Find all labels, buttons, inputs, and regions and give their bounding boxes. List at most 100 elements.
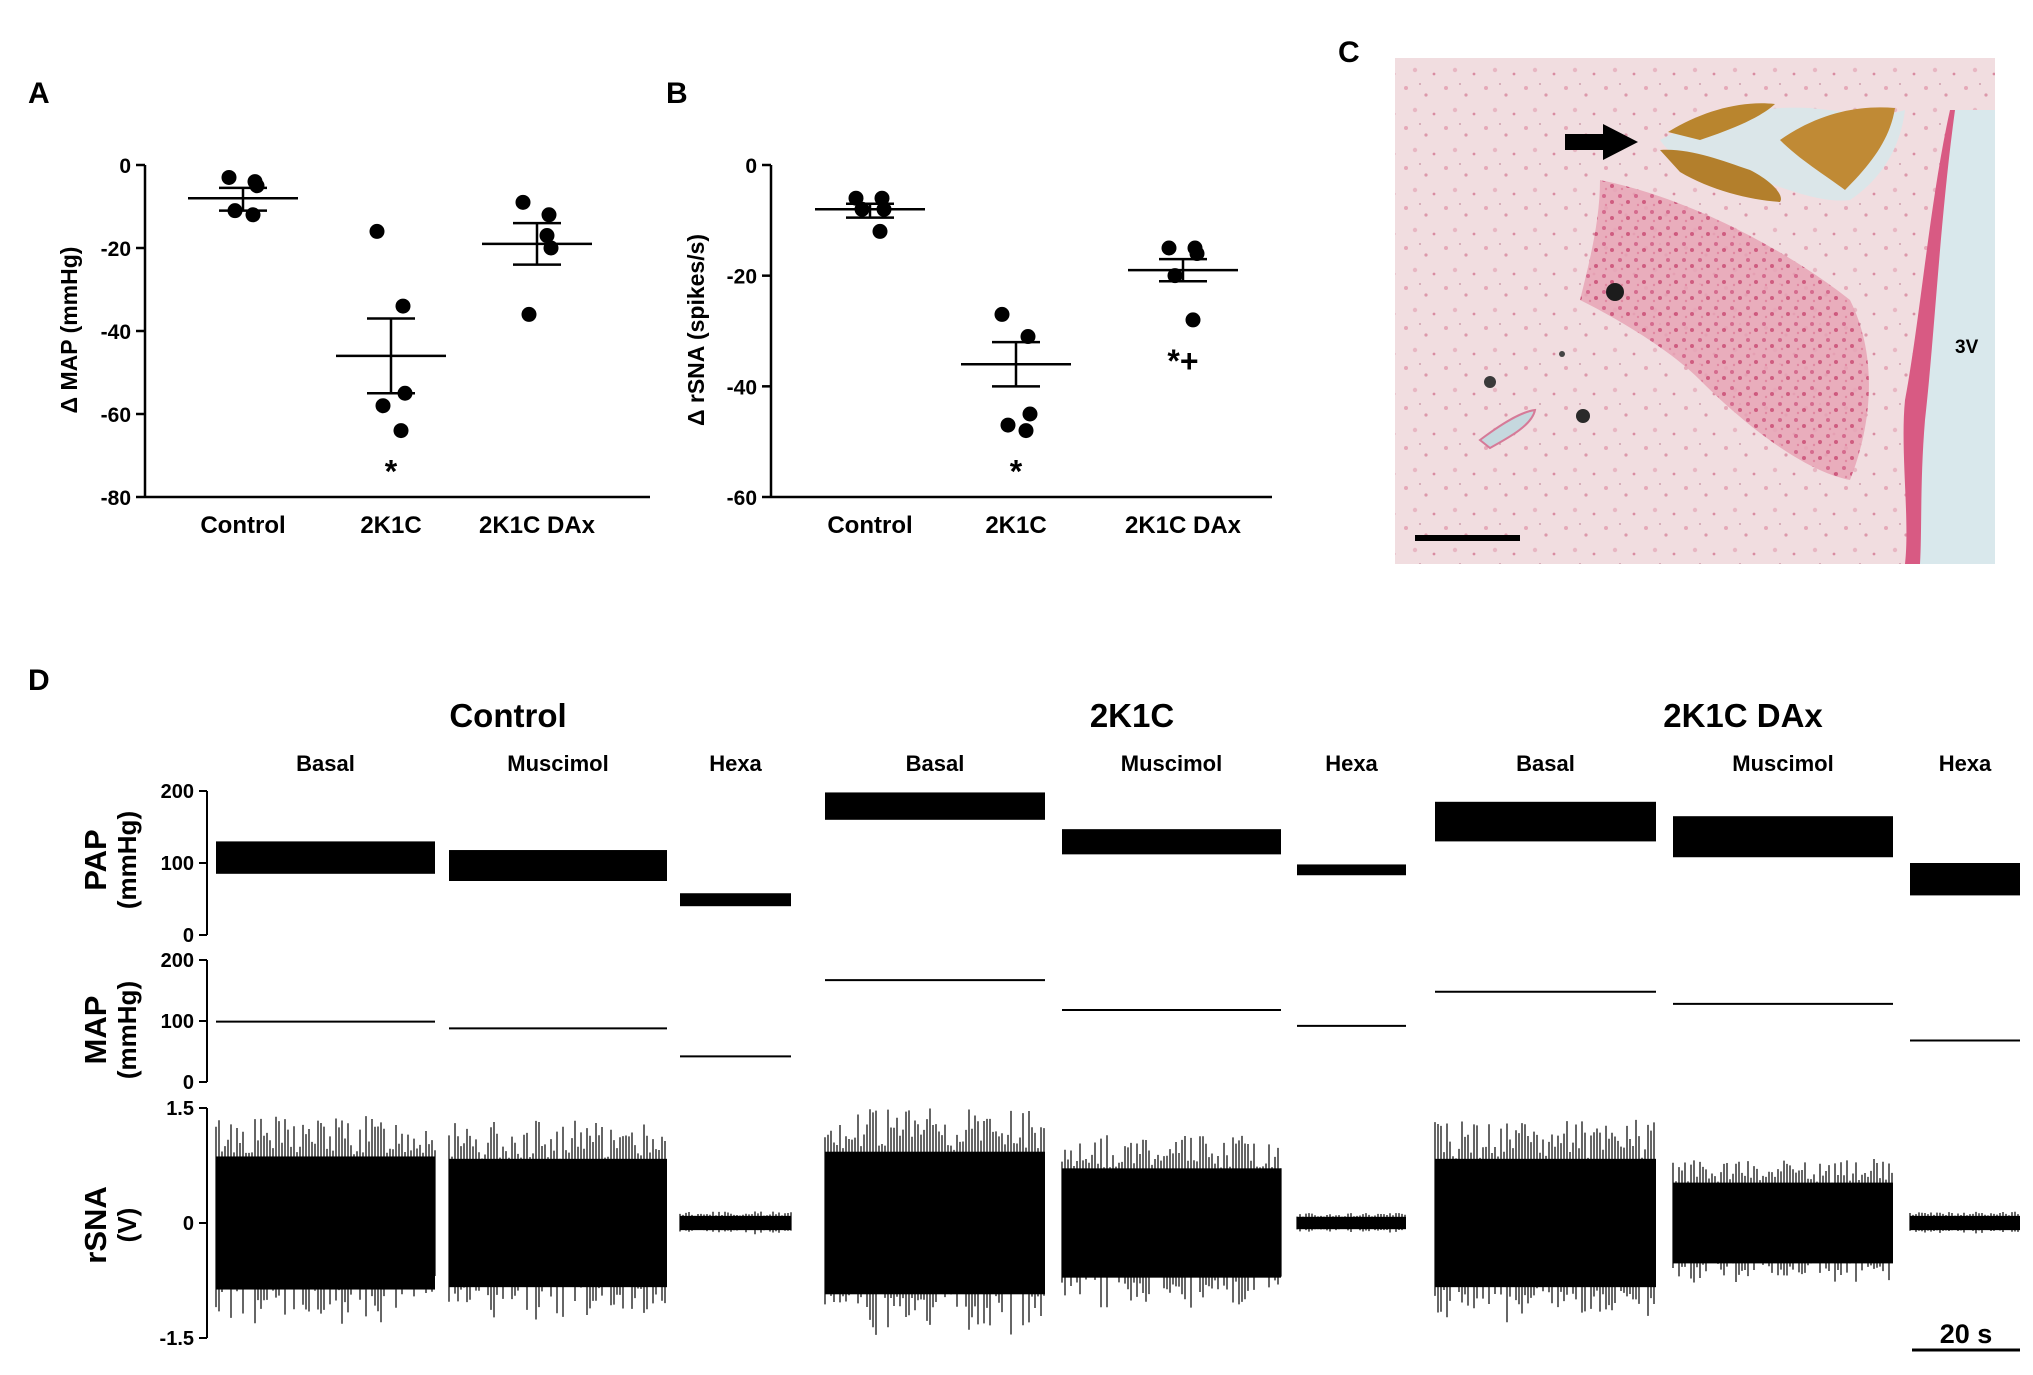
row-label: MAP — [78, 996, 113, 1065]
arrow-icon — [1565, 124, 1638, 160]
spike-bursts — [824, 1108, 1045, 1335]
nerve-activity-trace — [680, 1215, 791, 1231]
pressure-trace — [825, 792, 1045, 820]
pressure-trace — [1435, 801, 1656, 842]
x-category-label: 2K1C — [360, 512, 421, 539]
condition-label: Muscimol — [1121, 751, 1222, 776]
significance-marker: * — [1010, 454, 1023, 490]
condition-label: Basal — [1516, 751, 1575, 776]
pressure-trace — [1297, 864, 1406, 876]
pressure-trace — [449, 850, 667, 881]
group-title: 2K1C — [1090, 697, 1174, 734]
spike-bursts — [1672, 1158, 1893, 1283]
ventricle-wall-staining — [1903, 110, 1975, 564]
data-point — [1000, 417, 1016, 433]
y-tick-label: 100 — [161, 853, 194, 875]
row-label: PAP — [78, 829, 113, 890]
third-ventricle — [1920, 110, 1995, 564]
data-point — [1022, 406, 1038, 422]
row-unit: (mmHg) — [112, 981, 142, 1079]
panel-b-y-axis-label: Δ rSNA (spikes/s) — [683, 234, 709, 426]
y-tick-label: -20 — [727, 266, 757, 289]
pressure-trace — [680, 893, 791, 907]
spike-bursts — [679, 1211, 792, 1235]
y-tick-label: -60 — [727, 487, 757, 510]
pressure-trace — [1062, 829, 1281, 855]
group-title: 2K1C DAx — [1663, 697, 1823, 734]
pressure-trace — [216, 841, 435, 874]
panel-letter-d: D — [28, 664, 50, 697]
data-point — [541, 207, 557, 223]
data-point — [369, 223, 385, 239]
x-category-label: 2K1C DAx — [1125, 512, 1242, 539]
panel-d-recordings: Control 2K1C 2K1C DAx Basal Muscimol Hexa Basa… — [78, 697, 2020, 1352]
spike-bursts — [215, 1116, 436, 1324]
data-point — [395, 298, 411, 314]
y-tick-label: 200 — [161, 950, 194, 972]
row-label: rSNA — [78, 1186, 113, 1264]
row-unit: (V) — [112, 1208, 142, 1243]
data-point — [872, 223, 888, 239]
panel-letter-a: A — [28, 77, 50, 110]
spike-bursts — [1909, 1211, 2019, 1234]
x-category-label: 2K1C DAx — [479, 512, 596, 539]
spike-bursts — [448, 1120, 666, 1320]
data-point — [1018, 423, 1034, 439]
panel-letter-b: B — [666, 77, 688, 110]
data-point — [393, 423, 409, 439]
dense-staining-region — [1580, 180, 1869, 480]
data-point — [994, 306, 1010, 322]
data-point — [375, 398, 391, 414]
data-point — [874, 190, 890, 206]
data-point — [539, 228, 555, 244]
y-tick-label: 0 — [183, 1213, 194, 1235]
condition-label: Hexa — [1325, 751, 1378, 776]
x-category-label: 2K1C — [985, 512, 1046, 539]
spike-bursts — [1061, 1135, 1282, 1308]
condition-label: Hexa — [1939, 751, 1992, 776]
vessel-streak — [1478, 408, 1537, 450]
y-tick-label: 0 — [183, 925, 194, 947]
data-point — [249, 178, 265, 194]
condition-label: Muscimol — [1732, 751, 1833, 776]
pressure-trace — [1910, 863, 2020, 896]
y-tick-label: -40 — [101, 321, 131, 344]
condition-label: Basal — [906, 751, 965, 776]
y-tick-label: 100 — [161, 1011, 194, 1033]
y-tick-label: -60 — [101, 404, 131, 427]
y-tick-label: 0 — [119, 155, 131, 178]
spike-bursts — [1296, 1213, 1406, 1233]
data-point — [521, 306, 537, 322]
condition-label: Hexa — [709, 751, 762, 776]
data-point — [1020, 329, 1036, 345]
lesion-deposit-right — [1780, 107, 1895, 190]
data-point — [1167, 268, 1183, 284]
panel-b-scatter: Δ rSNA (spikes/s) 0 -20 -40 -60 Control 2K1C *… — [683, 155, 1272, 539]
data-point — [1189, 246, 1205, 262]
panel-a-scatter: Δ MAP (mmHg) 0 -20 -40 -60 -80 Control 2K1C * 2K… — [56, 155, 650, 539]
data-point — [1185, 312, 1201, 328]
data-point — [848, 190, 864, 206]
condition-label: Basal — [296, 751, 355, 776]
debris-dot — [1576, 409, 1590, 423]
time-scale-label: 20 s — [1940, 1319, 1993, 1349]
lesion-deposit-upper — [1668, 103, 1775, 140]
pressure-trace — [1673, 816, 1893, 858]
third-ventricle-label: 3V — [1955, 337, 1979, 358]
row-unit: (mmHg) — [112, 811, 142, 909]
lesion-deposit-lower — [1660, 149, 1781, 202]
x-category-label: Control — [200, 512, 285, 539]
y-tick-label: -80 — [101, 487, 131, 510]
data-point — [221, 169, 237, 185]
x-category-label: Control — [827, 512, 912, 539]
y-tick-label: 1.5 — [166, 1098, 194, 1120]
significance-marker: * — [385, 454, 398, 490]
y-tick-label: 0 — [745, 155, 757, 178]
debris-dot — [1606, 283, 1624, 301]
debris-dot — [1559, 351, 1565, 357]
spike-bursts — [1434, 1119, 1655, 1323]
y-tick-label: 200 — [161, 781, 194, 803]
panel-letter-c: C — [1338, 36, 1360, 69]
debris-dot — [1484, 376, 1496, 388]
